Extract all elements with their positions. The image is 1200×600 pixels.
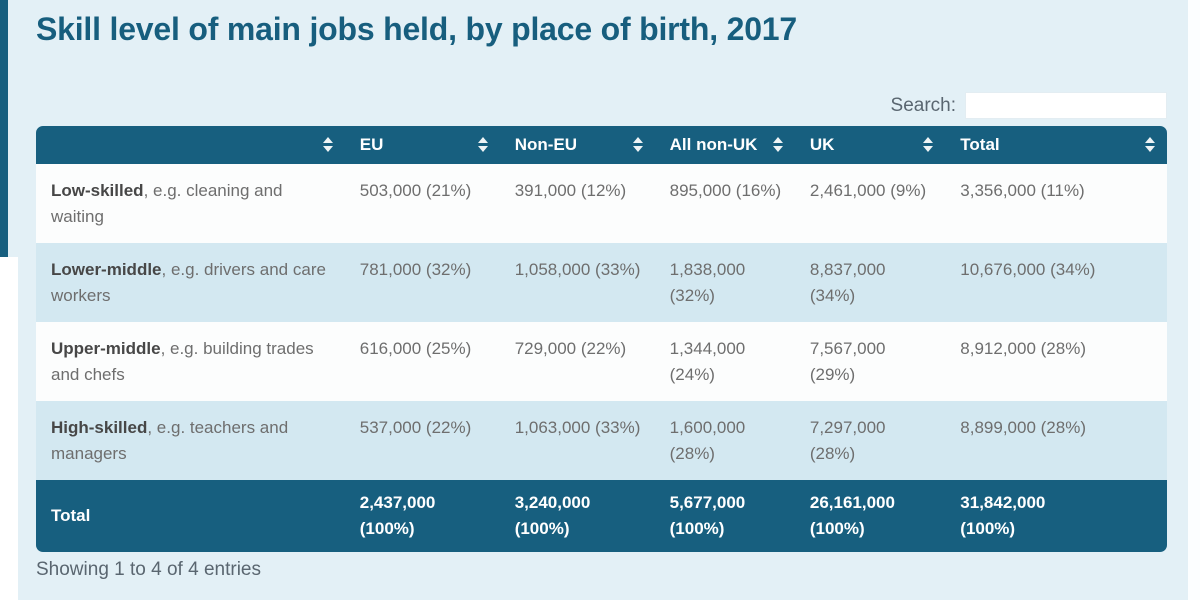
- value-cell: 391,000 (12%): [499, 163, 655, 243]
- left-accent-bar: [0, 0, 8, 257]
- value-cell: 1,600,000 (28%): [654, 400, 795, 480]
- value-cell: 537,000 (22%): [344, 400, 500, 480]
- page-title: Skill level of main jobs held, by place …: [36, 11, 797, 47]
- row-label-cell: Low-skilled, e.g. cleaning and waiting: [36, 163, 345, 243]
- total-value-cell: 26,161,000 (100%): [794, 479, 946, 552]
- column-header-all-non-uk[interactable]: All non-UK: [654, 125, 795, 164]
- value-cell: 7,567,000 (29%): [794, 321, 946, 401]
- sort-icon[interactable]: [625, 137, 643, 153]
- sort-icon[interactable]: [315, 137, 333, 153]
- table-row: High-skilled, e.g. teachers and managers…: [36, 400, 1167, 480]
- value-cell: 895,000 (16%): [654, 163, 795, 243]
- column-header-non-eu[interactable]: Non-EU: [499, 125, 655, 164]
- data-table: EU Non-EU All non-UK: [36, 125, 1167, 552]
- value-cell: 503,000 (21%): [344, 163, 500, 243]
- value-cell: 8,912,000 (28%): [945, 321, 1167, 401]
- row-label-cell: Upper-middle, e.g. building trades and c…: [36, 321, 345, 401]
- sort-icon[interactable]: [765, 137, 783, 153]
- value-cell: 2,461,000 (9%): [794, 163, 946, 243]
- value-cell: 10,676,000 (34%): [945, 242, 1167, 322]
- value-cell: 8,837,000 (34%): [794, 242, 946, 322]
- value-cell: 1,838,000 (32%): [654, 242, 795, 322]
- value-cell: 3,356,000 (11%): [945, 163, 1167, 243]
- table-row: Low-skilled, e.g. cleaning and waiting 5…: [36, 163, 1167, 243]
- search-bar: Search:: [36, 92, 1167, 120]
- sort-icon[interactable]: [1137, 137, 1155, 153]
- search-input[interactable]: [965, 92, 1167, 120]
- table-row: Lower-middle, e.g. drivers and care work…: [36, 242, 1167, 322]
- left-page-margin: [0, 257, 18, 600]
- value-cell: 8,899,000 (28%): [945, 400, 1167, 480]
- table-row: Upper-middle, e.g. building trades and c…: [36, 321, 1167, 401]
- column-header-rowlabel[interactable]: [36, 125, 345, 164]
- value-cell: 1,063,000 (33%): [499, 400, 655, 480]
- value-cell: 7,297,000 (28%): [794, 400, 946, 480]
- content-area: Skill level of main jobs held, by place …: [36, 0, 1167, 581]
- sort-icon[interactable]: [915, 137, 934, 153]
- total-value-cell: 5,677,000 (100%): [654, 479, 795, 552]
- column-header-uk[interactable]: UK: [794, 125, 946, 164]
- total-value-cell: 2,437,000 (100%): [344, 479, 500, 552]
- right-page-margin: [1188, 0, 1200, 600]
- table-header-row: EU Non-EU All non-UK: [36, 125, 1167, 164]
- value-cell: 1,344,000 (24%): [654, 321, 795, 401]
- column-header-eu[interactable]: EU: [344, 125, 500, 164]
- total-value-cell: 31,842,000 (100%): [945, 479, 1167, 552]
- value-cell: 1,058,000 (33%): [499, 242, 655, 322]
- total-row: Total 2,437,000 (100%) 3,240,000 (100%) 5,…: [36, 479, 1167, 552]
- value-cell: 616,000 (25%): [344, 321, 500, 401]
- value-cell: 729,000 (22%): [499, 321, 655, 401]
- table-status: Showing 1 to 4 of 4 entries: [36, 558, 261, 580]
- row-label-cell: Lower-middle, e.g. drivers and care work…: [36, 242, 345, 322]
- column-header-total[interactable]: Total: [945, 125, 1167, 164]
- row-label-cell: High-skilled, e.g. teachers and managers: [36, 400, 345, 480]
- total-label-cell: Total: [36, 479, 345, 552]
- value-cell: 781,000 (32%): [344, 242, 500, 322]
- sort-icon[interactable]: [470, 137, 488, 153]
- total-value-cell: 3,240,000 (100%): [499, 479, 655, 552]
- search-label: Search:: [890, 94, 956, 116]
